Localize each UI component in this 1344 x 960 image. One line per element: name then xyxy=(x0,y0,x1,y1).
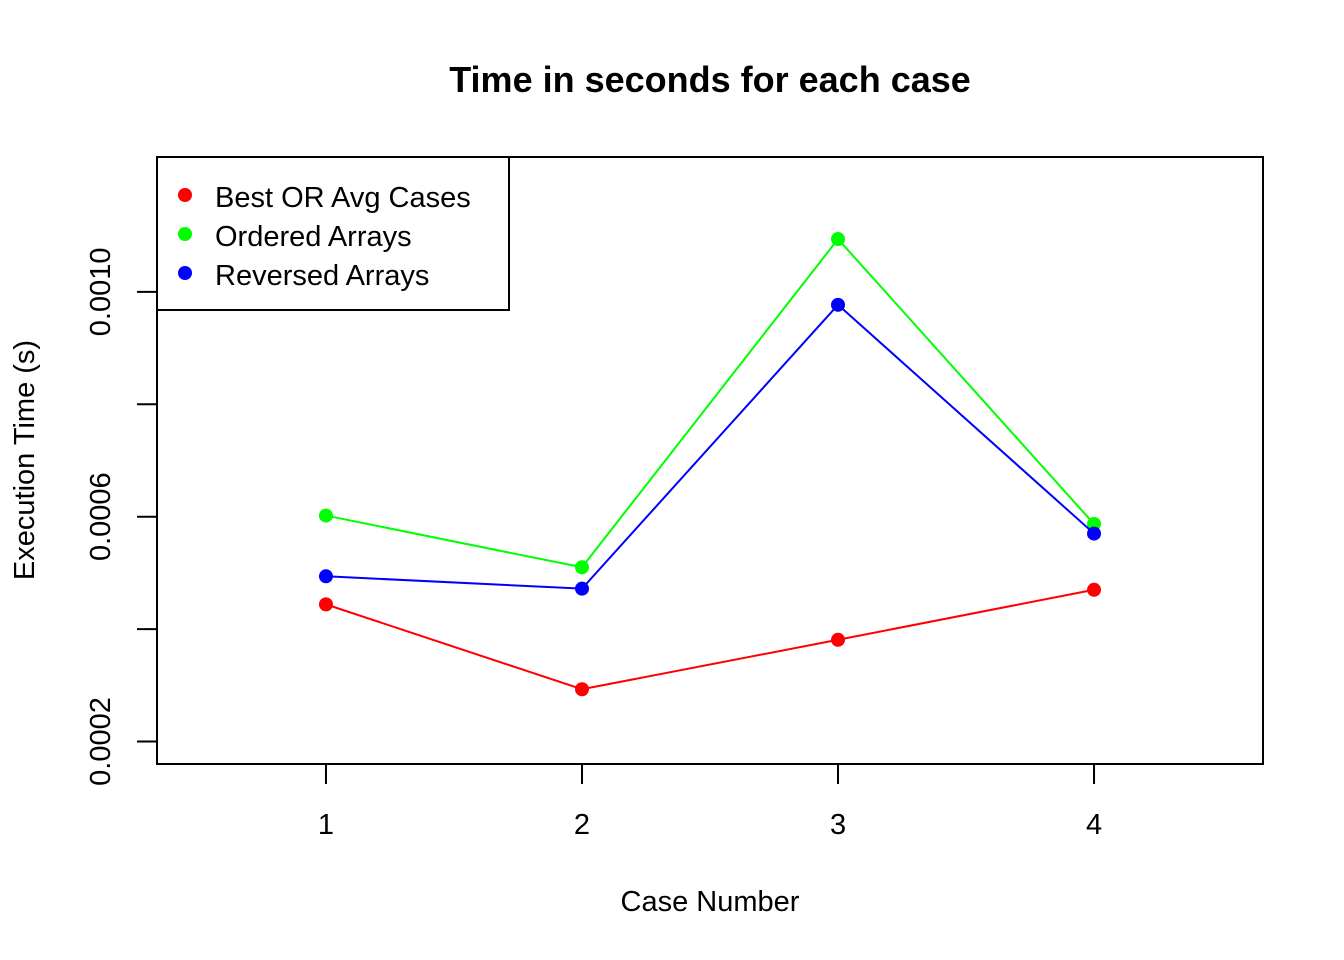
chart-title: Time in seconds for each case xyxy=(449,59,971,100)
x-tick-label: 4 xyxy=(1086,809,1102,841)
legend: Best OR Avg Cases Ordered Arrays Reverse… xyxy=(156,156,510,311)
legend-label-reversed: Reversed Arrays xyxy=(215,260,429,292)
y-axis-label: Execution Time (s) xyxy=(9,340,41,580)
x-axis: 1 2 3 4 xyxy=(318,763,1102,841)
legend-marker-reversed xyxy=(178,266,192,280)
x-tick-label: 3 xyxy=(830,809,846,841)
y-tick-label: 0.0010 xyxy=(85,248,117,337)
data-point-2-1 xyxy=(574,581,589,596)
x-tick-label: 1 xyxy=(318,809,334,841)
legend-frame xyxy=(156,156,510,311)
data-point-0-2 xyxy=(831,632,846,647)
legend-label-best-or-avg: Best OR Avg Cases xyxy=(215,182,471,214)
data-point-2-2 xyxy=(831,297,846,312)
legend-marker-best-or-avg xyxy=(178,188,192,202)
x-axis-label: Case Number xyxy=(621,886,800,918)
x-tick-label: 2 xyxy=(574,809,590,841)
series-line-0 xyxy=(325,588,1095,691)
legend-label-ordered: Ordered Arrays xyxy=(215,221,412,253)
series-layer xyxy=(318,232,1102,697)
data-point-1-2 xyxy=(831,232,846,247)
data-point-0-3 xyxy=(1087,582,1102,597)
legend-item-best-or-avg: Best OR Avg Cases xyxy=(178,182,471,214)
data-point-2-0 xyxy=(318,569,333,584)
legend-marker-ordered xyxy=(178,227,192,241)
data-point-1-0 xyxy=(318,508,333,523)
data-point-0-1 xyxy=(574,682,589,697)
y-tick-label: 0.0006 xyxy=(85,472,117,561)
y-axis: 0.0002 0.0006 0.0010 xyxy=(85,248,158,786)
y-tick-label: 0.0002 xyxy=(85,697,117,786)
legend-item-ordered: Ordered Arrays xyxy=(178,221,412,253)
series-line-1 xyxy=(325,237,1095,569)
series-line-2 xyxy=(325,303,1095,590)
data-point-2-3 xyxy=(1087,526,1102,541)
data-point-1-1 xyxy=(574,560,589,575)
data-point-0-0 xyxy=(318,597,333,612)
legend-item-reversed: Reversed Arrays xyxy=(178,260,429,292)
